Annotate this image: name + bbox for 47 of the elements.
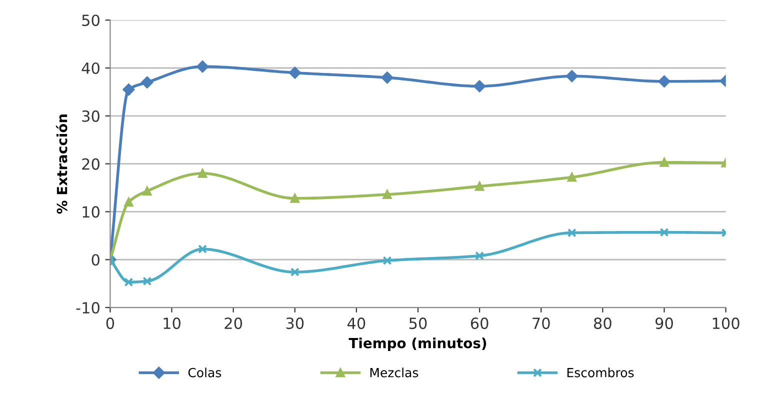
legend-label: Colas — [188, 368, 222, 378]
point — [290, 194, 300, 203]
y-tick-label: 40 — [82, 62, 100, 74]
point — [196, 60, 208, 73]
legend-label: Escombros — [567, 368, 634, 378]
point — [198, 244, 208, 254]
point — [567, 228, 576, 238]
point — [122, 84, 135, 96]
legend-label: Mezclas — [370, 368, 418, 378]
x-tick-label: 10 — [164, 318, 180, 330]
x-tick-label: 90 — [655, 318, 673, 330]
y-axis-title: % Extracción — [56, 114, 68, 214]
y-tick-label: -10 — [76, 302, 100, 314]
point — [142, 276, 152, 286]
x-axis-title: Tiempo (minutos) — [348, 338, 486, 352]
x-tick-label: 60 — [470, 318, 488, 330]
point — [474, 80, 486, 92]
x-tick-label: 0 — [106, 318, 114, 330]
point — [382, 190, 392, 199]
y-tick-label: 0 — [92, 254, 100, 266]
point — [198, 168, 208, 178]
point — [567, 172, 576, 182]
x-tick-label: 20 — [224, 318, 242, 330]
x-tick-label: 80 — [594, 318, 612, 330]
point — [475, 251, 484, 260]
point — [141, 76, 154, 88]
y-tick-label: 10 — [82, 206, 100, 218]
y-tick-label: 50 — [82, 14, 100, 26]
point — [660, 158, 669, 167]
x-tick-label: 50 — [409, 318, 427, 330]
x-tick-label: 100 — [712, 318, 740, 330]
point — [660, 228, 669, 237]
point — [288, 66, 301, 79]
point — [142, 186, 152, 196]
y-tick-label: 30 — [82, 110, 100, 122]
point — [566, 70, 578, 82]
point — [124, 198, 134, 207]
x-tick-label: 40 — [347, 318, 366, 330]
point — [124, 278, 134, 287]
x-tick-label: 70 — [532, 318, 550, 330]
point — [658, 75, 670, 88]
point — [475, 182, 484, 191]
point — [290, 268, 300, 277]
point — [382, 256, 392, 266]
x-tick-label: 30 — [286, 318, 304, 330]
y-tick-label: 20 — [82, 158, 100, 170]
point — [381, 72, 394, 84]
